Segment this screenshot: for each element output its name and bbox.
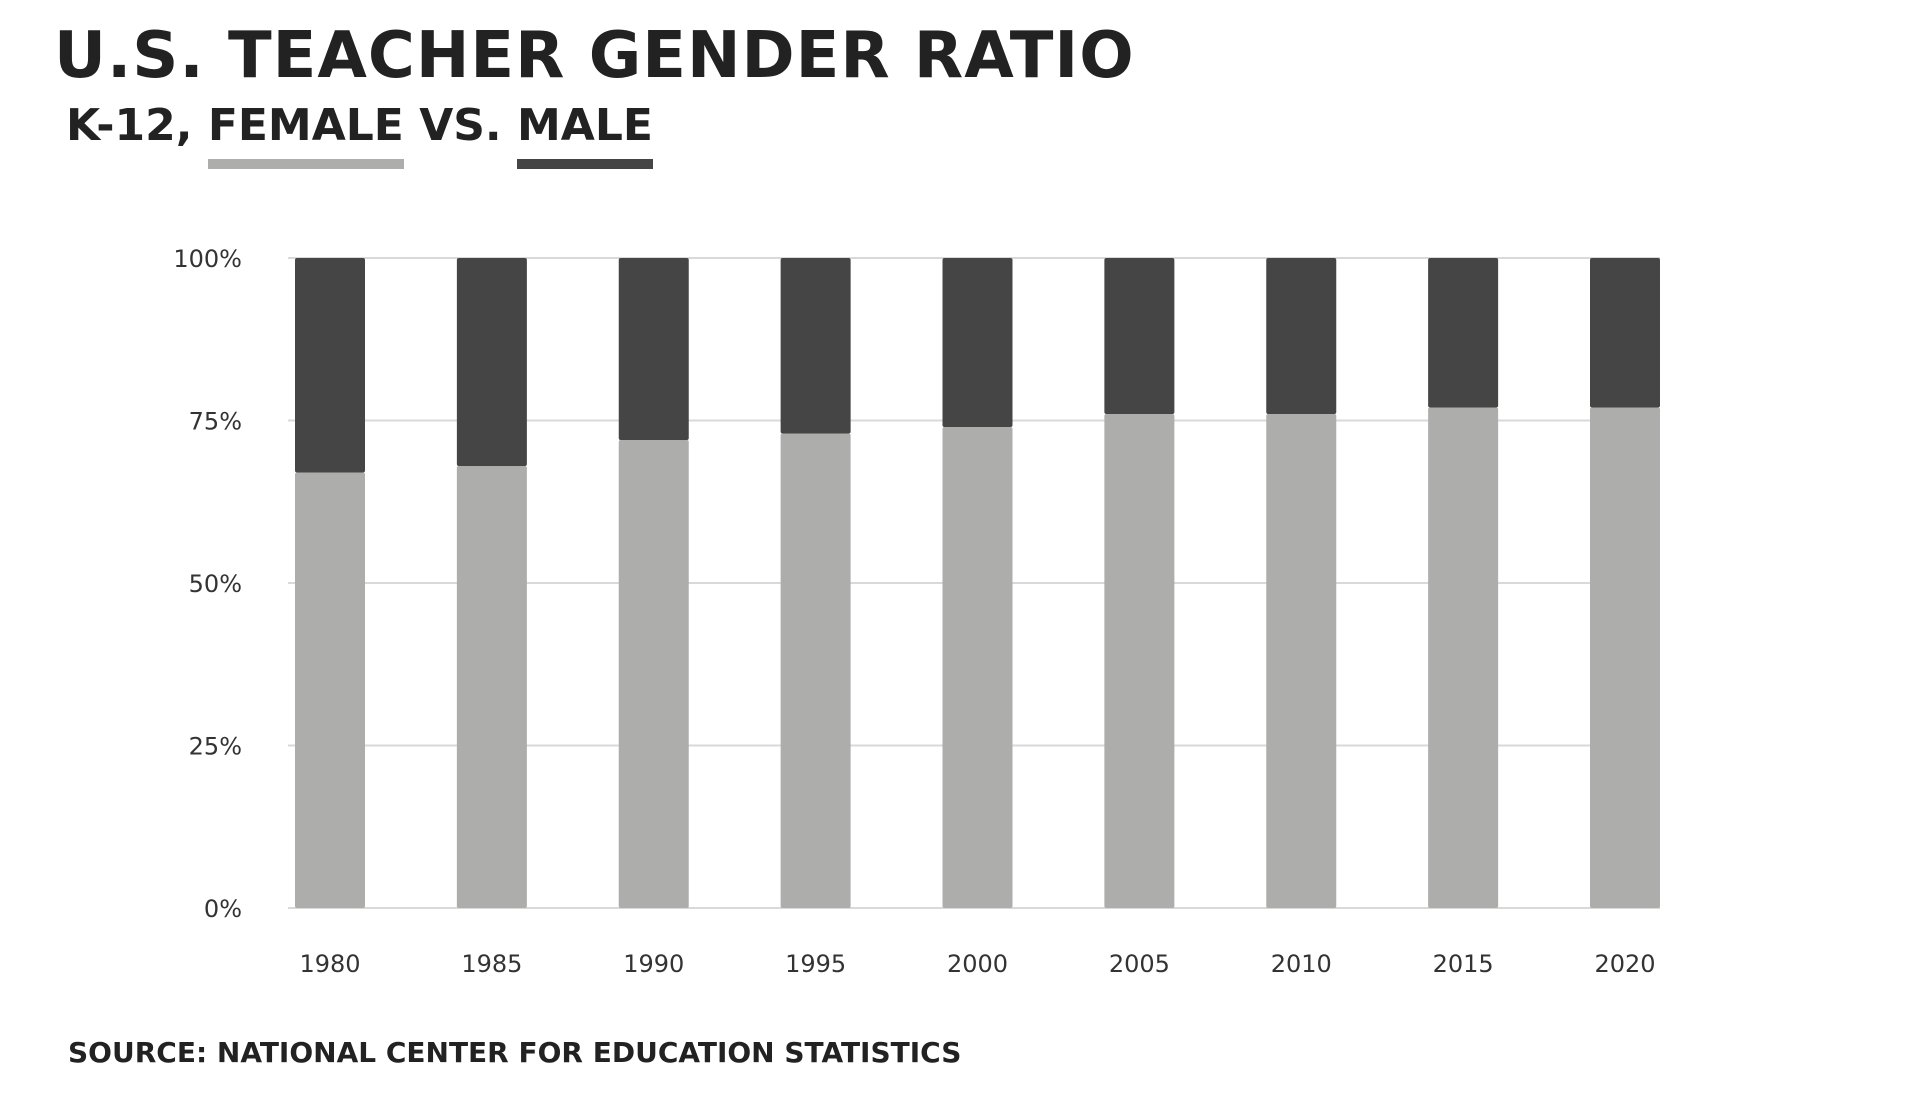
x-tick-label: 1985 xyxy=(461,950,522,978)
subtitle-prefix: K-12, xyxy=(66,100,193,151)
y-tick-label: 50% xyxy=(189,570,242,598)
y-tick-label: 75% xyxy=(189,408,242,436)
legend-female: FEMALE xyxy=(207,100,404,169)
x-tick-label: 2020 xyxy=(1594,950,1655,978)
y-tick-label: 25% xyxy=(189,733,242,761)
bars xyxy=(295,258,1660,908)
x-tick-label: 1995 xyxy=(785,950,846,978)
x-tick-label: 2010 xyxy=(1271,950,1332,978)
bar-segment-female xyxy=(618,440,689,908)
bar-segment-female xyxy=(942,427,1013,908)
bar-segment-male xyxy=(456,258,527,466)
legend-male: MALE xyxy=(516,100,653,169)
bar-segment-male xyxy=(1266,258,1337,414)
bar-segment-female xyxy=(1266,414,1337,908)
bar-segment-female xyxy=(1590,407,1660,908)
bar-segment-female xyxy=(1428,407,1499,908)
x-tick-label: 2000 xyxy=(947,950,1008,978)
x-tick-label: 1980 xyxy=(299,950,360,978)
bar-segment-male xyxy=(1104,258,1175,414)
source-note: SOURCE: NATIONAL CENTER FOR EDUCATION ST… xyxy=(68,1036,962,1069)
bar-segment-female xyxy=(1104,414,1175,908)
y-tick-label: 0% xyxy=(204,895,242,923)
bar-segment-male xyxy=(295,258,365,473)
bar-segment-male xyxy=(1590,258,1660,408)
x-tick-label: 1990 xyxy=(623,950,684,978)
x-axis-ticks: 1980 1985 1990 1995 2000 2005 2010 2015 2020 xyxy=(299,950,1655,978)
bar-segment-male xyxy=(1428,258,1499,408)
chart-subtitle: K-12, FEMALE VS. MALE xyxy=(66,100,653,169)
subtitle-separator: VS. xyxy=(419,100,502,151)
bar-segment-female xyxy=(456,466,527,908)
y-axis-ticks: 0% 25% 50% 75% 100% xyxy=(173,245,242,923)
bar-segment-male xyxy=(942,258,1013,427)
chart-title: U.S. TEACHER GENDER RATIO xyxy=(54,19,1135,93)
bar-segment-male xyxy=(780,258,851,434)
x-tick-label: 2005 xyxy=(1109,950,1170,978)
bar-segment-male xyxy=(618,258,689,440)
y-tick-label: 100% xyxy=(173,245,242,273)
bar-segment-female xyxy=(780,433,851,908)
x-tick-label: 2015 xyxy=(1433,950,1494,978)
bar-segment-female xyxy=(295,472,365,908)
